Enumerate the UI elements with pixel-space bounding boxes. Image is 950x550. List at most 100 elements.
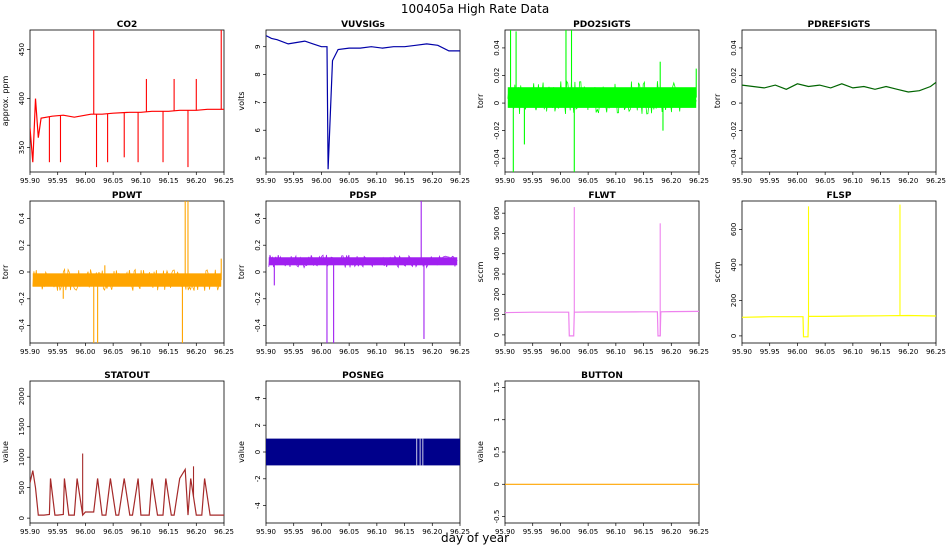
x-tick-label: 96.10 xyxy=(131,528,151,536)
y-tick-label: 200 xyxy=(493,288,501,301)
signal-noise xyxy=(507,79,697,115)
signal-block xyxy=(266,438,460,466)
x-tick-label: 96.05 xyxy=(815,177,835,185)
panel-10: BUTTON value -0.5 0 0.5 1 1.5 95.90 95.95 96.00 96… xyxy=(476,371,709,536)
panel-title: FLWT xyxy=(588,191,616,201)
y-tick-label: 5 xyxy=(254,156,262,160)
x-tick-label: 96.25 xyxy=(450,177,470,185)
data-series xyxy=(742,81,936,93)
panel-9: POSNEG value -4 -2 0 2 4 95.90 95.95 96.00 96.05 96… xyxy=(237,371,470,536)
y-tick-label: 0.2 xyxy=(254,240,262,251)
x-tick-label: 95.90 xyxy=(495,528,515,536)
x-tick-label: 96.25 xyxy=(450,528,470,536)
x-tick-label: 96.10 xyxy=(843,348,863,356)
x-tick-label: 96.15 xyxy=(634,348,654,356)
x-tick-label: 96.25 xyxy=(926,177,946,185)
y-axis-label: volts xyxy=(237,91,246,110)
y-tick-label: 6 xyxy=(254,127,262,132)
y-axis-label: torr xyxy=(1,264,10,279)
y-tick-label: 0.5 xyxy=(493,446,501,457)
data-layer xyxy=(268,201,458,343)
x-tick-label: 95.95 xyxy=(48,348,68,356)
x-tick-label: 96.00 xyxy=(550,177,570,185)
x-tick-label: 96.20 xyxy=(422,528,442,536)
x-tick-label: 96.25 xyxy=(214,528,234,536)
x-tick-label: 96.10 xyxy=(367,528,387,536)
x-tick-label: 96.10 xyxy=(606,348,626,356)
x-tick-label: 96.20 xyxy=(186,528,206,536)
x-tick-label: 95.90 xyxy=(495,348,515,356)
y-tick-label: 0 xyxy=(493,482,501,486)
data-layer xyxy=(742,81,936,93)
x-tick-label: 96.05 xyxy=(578,348,598,356)
x-tick-label: 95.90 xyxy=(495,177,515,185)
x-tick-label: 95.95 xyxy=(284,528,304,536)
signal-noise xyxy=(32,267,222,291)
y-tick-label: 500 xyxy=(18,481,26,494)
panel-0: CO2 approx. ppm 350 400 450 95.90 95.95 96.00 96… xyxy=(1,20,234,185)
panel-7: FLSP sccm 0 200 400 600 95.90 95.95 96.00 96.05 96… xyxy=(713,191,946,356)
plot-frame xyxy=(504,29,700,173)
x-tick-label: 96.25 xyxy=(214,177,234,185)
x-axis-label: day of year xyxy=(440,531,510,545)
x-tick-label: 96.20 xyxy=(186,177,206,185)
y-tick-label: 400 xyxy=(493,247,501,260)
x-tick-label: 96.00 xyxy=(787,348,807,356)
y-tick-label: 1000 xyxy=(18,448,26,466)
y-axis-label: torr xyxy=(476,93,485,108)
x-tick-label: 96.15 xyxy=(395,177,415,185)
panel-5: PDSP torr -0.4 -0.2 0 0.2 0.4 95.90 95.95 96.00 96… xyxy=(237,191,470,356)
panel-title: BUTTON xyxy=(581,371,623,381)
x-tick-label: 96.10 xyxy=(606,528,626,536)
x-tick-label: 95.90 xyxy=(20,528,40,536)
y-tick-label: 0 xyxy=(493,333,501,337)
x-tick-label: 96.05 xyxy=(815,348,835,356)
y-tick-label: 600 xyxy=(493,206,501,219)
x-tick-label: 95.95 xyxy=(523,528,543,536)
x-tick-label: 96.00 xyxy=(311,528,331,536)
y-tick-label: 0.04 xyxy=(493,40,501,56)
x-tick-label: 95.90 xyxy=(256,528,276,536)
x-tick-label: 96.00 xyxy=(75,348,95,356)
y-tick-label: 7 xyxy=(254,100,262,104)
y-tick-label: 0.02 xyxy=(493,68,501,84)
x-tick-label: 95.95 xyxy=(48,177,68,185)
y-tick-label: 8 xyxy=(254,72,262,76)
y-tick-label: -0.02 xyxy=(730,122,738,140)
x-tick-label: 96.00 xyxy=(550,528,570,536)
panel-title: POSNEG xyxy=(342,371,384,381)
x-tick-label: 96.15 xyxy=(395,528,415,536)
panel-2: PDO2SIGTS torr -0.04 -0.02 0 0.02 0.04 95.90 95.… xyxy=(476,20,709,185)
y-tick-label: 1 xyxy=(493,417,501,421)
x-tick-label: 96.05 xyxy=(339,348,359,356)
y-axis-label: value xyxy=(237,441,246,463)
y-tick-label: 200 xyxy=(730,294,738,307)
data-series xyxy=(742,314,936,338)
x-tick-label: 96.10 xyxy=(367,177,387,185)
x-tick-label: 96.25 xyxy=(689,177,709,185)
y-axis-label: value xyxy=(1,441,10,463)
x-tick-label: 95.95 xyxy=(284,348,304,356)
y-tick-label: 0.2 xyxy=(18,240,26,251)
x-tick-label: 96.15 xyxy=(871,177,891,185)
data-layer xyxy=(30,453,224,517)
data-layer xyxy=(505,207,699,337)
x-tick-label: 96.15 xyxy=(159,528,179,536)
y-tick-label: 1.5 xyxy=(493,382,501,393)
y-tick-label: 0.4 xyxy=(18,212,26,224)
data-layer xyxy=(742,204,936,338)
plot-frame xyxy=(504,200,700,344)
y-tick-label: 400 xyxy=(18,92,26,105)
panel-1: VUVSIGs volts 5 6 7 8 9 95.90 95.95 96.00 96.05 96.… xyxy=(237,20,470,185)
panel-8: STATOUT value 0 500 1000 1500 2000 95.90 95.95 96… xyxy=(1,371,234,536)
x-tick-label: 95.95 xyxy=(523,177,543,185)
x-tick-label: 96.00 xyxy=(311,177,331,185)
x-tick-label: 96.25 xyxy=(689,348,709,356)
y-tick-label: 0 xyxy=(254,270,262,274)
y-tick-label: 0.02 xyxy=(730,68,738,84)
x-tick-label: 96.25 xyxy=(450,348,470,356)
x-tick-label: 96.20 xyxy=(186,348,206,356)
x-tick-label: 96.15 xyxy=(159,177,179,185)
y-tick-label: 9 xyxy=(254,44,262,48)
